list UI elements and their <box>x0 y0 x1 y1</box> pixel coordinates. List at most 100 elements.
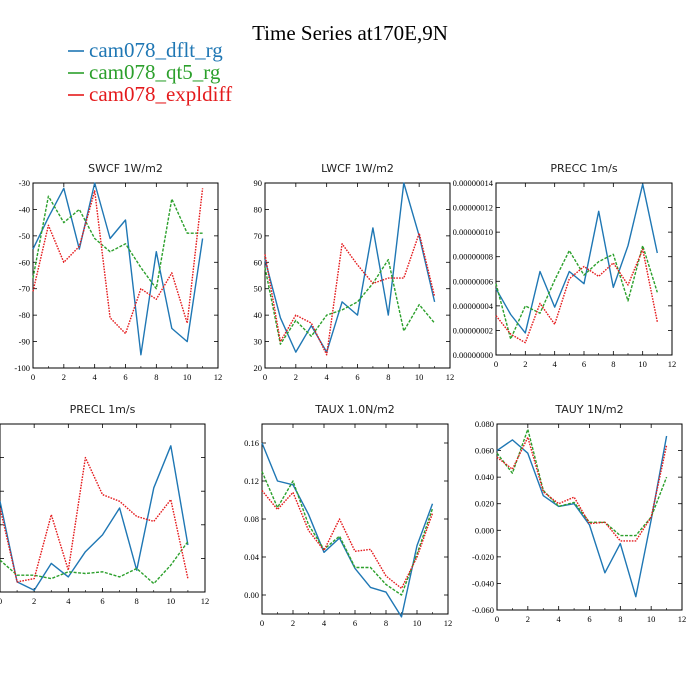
x-tick-label: 2 <box>526 614 530 624</box>
series-line-cam078_expldiff <box>0 456 189 583</box>
x-tick-label: 6 <box>100 596 104 606</box>
x-tick-label: 12 <box>201 596 210 606</box>
x-tick-label: 10 <box>167 596 176 606</box>
series-line-cam078_dflt_rg <box>495 183 658 334</box>
x-tick-label: 10 <box>413 618 422 628</box>
y-tick-label: 0.00000006 <box>453 276 493 286</box>
x-tick-label: 8 <box>618 614 622 624</box>
x-tick-label: 0 <box>263 372 267 382</box>
y-tick-label: -30 <box>19 178 30 188</box>
y-tick-label: 40 <box>254 310 263 320</box>
panel-2: PRECC 1m/s 0 2 4 6 8 10 12 0.00000000 0.00000002 0… <box>453 162 677 369</box>
series-line-cam078_dflt_rg <box>496 435 668 598</box>
x-tick-label: 12 <box>214 372 223 382</box>
x-tick-label: 4 <box>557 614 562 624</box>
panel-1: LWCF 1W/m2 0 2 4 6 8 10 12 20 30 40 50 60 70 80 90 <box>254 162 455 382</box>
series-line-cam078_dflt_rg <box>261 442 434 618</box>
x-tick-label: 2 <box>294 372 298 382</box>
panel-title: PRECC 1m/s <box>550 162 618 175</box>
y-tick-label: 0.00000004 <box>453 301 494 311</box>
y-tick-label: -50 <box>19 231 30 241</box>
y-tick-label: -0.060 <box>472 605 494 615</box>
plot-frame <box>496 423 683 611</box>
y-tick-label: 0.000 <box>475 525 494 535</box>
x-tick-label: 4 <box>66 596 71 606</box>
legend-label-cam078_qt5_rg: cam078_qt5_rg <box>89 60 221 84</box>
x-tick-label: 8 <box>611 359 615 369</box>
panel-title: LWCF 1W/m2 <box>321 162 394 175</box>
series-line-cam078_expldiff <box>496 436 668 542</box>
panel-4: TAUX 1.0N/m2 0 2 4 6 8 10 12 0.00 0.04 0.08 0.12 0.1… <box>244 403 452 628</box>
series-line-cam078_dflt_rg <box>264 182 436 353</box>
panel-title: TAUX 1.0N/m2 <box>314 403 395 416</box>
series-line-cam078_qt5_rg <box>495 244 658 340</box>
y-tick-label: 0.00000010 <box>453 227 493 237</box>
series-line-cam078_qt5_rg <box>264 258 436 345</box>
x-tick-label: 8 <box>384 618 388 628</box>
x-tick-label: 10 <box>647 614 656 624</box>
series-line-cam078_qt5_rg <box>496 428 668 537</box>
plot-frame <box>261 423 449 615</box>
x-tick-label: 10 <box>638 359 647 369</box>
x-tick-label: 0 <box>0 596 2 606</box>
x-tick-label: 4 <box>322 618 327 628</box>
x-tick-label: 0 <box>494 359 498 369</box>
y-tick-label: 20 <box>254 363 263 373</box>
panel-title: TAUY 1N/m2 <box>554 403 623 416</box>
y-tick-label: 0.08 <box>244 514 259 524</box>
x-tick-label: 10 <box>415 372 424 382</box>
y-tick-label: -100 <box>14 363 30 373</box>
x-tick-label: 6 <box>353 618 357 628</box>
x-tick-label: 4 <box>93 372 98 382</box>
legend: cam078_dflt_rgcam078_qt5_rgcam078_expldi… <box>68 38 232 106</box>
x-tick-label: 0 <box>495 614 499 624</box>
y-tick-label: -40 <box>19 204 30 214</box>
x-tick-label: 6 <box>582 359 586 369</box>
y-tick-label: -90 <box>19 337 30 347</box>
x-tick-label: 2 <box>291 618 295 628</box>
x-tick-label: 4 <box>325 372 330 382</box>
series-line-cam078_expldiff <box>264 232 436 356</box>
series-line-cam078_expldiff <box>495 248 658 344</box>
legend-label-cam078_dflt_rg: cam078_dflt_rg <box>89 38 223 62</box>
panel-5: TAUY 1N/m2 0 2 4 6 8 10 12 -0.060 -0.040 -0.020 0.0… <box>472 403 686 624</box>
y-tick-label: -60 <box>19 257 30 267</box>
x-tick-label: 12 <box>668 359 677 369</box>
panel-title: PRECL 1m/s <box>70 403 136 416</box>
series-line-cam078_dflt_rg <box>32 182 204 356</box>
y-tick-label: 0.040 <box>475 472 494 482</box>
y-tick-label: 0.16 <box>244 438 259 448</box>
plot-frame <box>32 182 219 369</box>
y-tick-label: 0.00000012 <box>453 203 493 213</box>
x-tick-label: 6 <box>587 614 591 624</box>
series-line-cam078_expldiff <box>261 490 434 590</box>
x-tick-label: 4 <box>553 359 558 369</box>
y-tick-label: 30 <box>254 337 263 347</box>
plot-frame <box>0 423 206 593</box>
series-line-cam078_qt5_rg <box>0 541 189 585</box>
x-tick-label: 0 <box>260 618 264 628</box>
x-tick-label: 10 <box>183 372 192 382</box>
series-line-cam078_qt5_rg <box>32 195 203 290</box>
figure-title: Time Series at170E,9N <box>252 21 448 45</box>
series-line-cam078_dflt_rg <box>0 445 189 591</box>
y-tick-label: 0.00 <box>244 590 259 600</box>
x-tick-label: 0 <box>31 372 35 382</box>
y-tick-label: -0.020 <box>472 552 494 562</box>
x-tick-label: 8 <box>386 372 390 382</box>
series-line-cam078_qt5_rg <box>261 471 434 596</box>
y-tick-label: 0.00000014 <box>453 178 494 188</box>
panel-3: PRECL 1m/s0246810120.000000000.000000020… <box>0 403 209 606</box>
panels: SWCF 1W/m2 0 2 4 6 8 10 12 -100 -90 -80 -70 -60 -50 -4… <box>0 162 686 628</box>
y-tick-label: 60 <box>254 257 263 267</box>
x-tick-label: 6 <box>355 372 359 382</box>
x-tick-label: 12 <box>446 372 455 382</box>
x-tick-label: 8 <box>154 372 158 382</box>
panel-title: SWCF 1W/m2 <box>88 162 163 175</box>
y-tick-label: 0.12 <box>244 476 259 486</box>
y-tick-label: 80 <box>254 204 263 214</box>
series-line-cam078_expldiff <box>32 188 204 335</box>
y-tick-label: -0.040 <box>472 578 494 588</box>
panel-0: SWCF 1W/m2 0 2 4 6 8 10 12 -100 -90 -80 -70 -60 -50 -4… <box>14 162 222 382</box>
